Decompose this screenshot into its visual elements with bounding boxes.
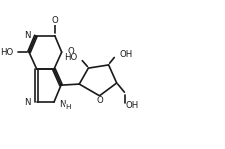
- Text: N: N: [60, 100, 66, 109]
- Text: OH: OH: [126, 101, 139, 110]
- Text: O: O: [97, 96, 104, 105]
- Text: N: N: [24, 31, 30, 40]
- Text: N: N: [25, 98, 31, 107]
- Text: OH: OH: [119, 50, 132, 59]
- Text: HO: HO: [0, 48, 13, 57]
- Text: H: H: [65, 104, 71, 110]
- Text: O: O: [67, 47, 74, 56]
- Text: O: O: [52, 16, 58, 25]
- Text: HO: HO: [65, 53, 78, 62]
